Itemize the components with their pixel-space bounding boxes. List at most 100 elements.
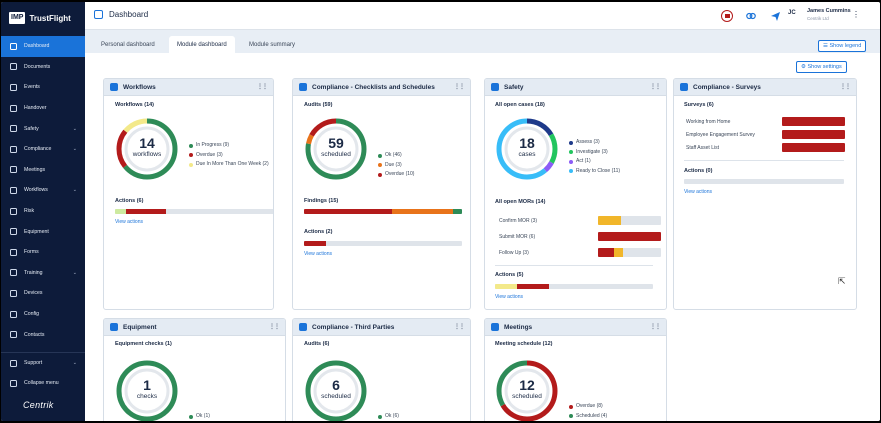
workflows-actions-bar[interactable] [115,209,273,214]
show-settings-button[interactable]: ⚙ Show settings [796,61,847,73]
safety-actions-title: Actions (5) [495,272,524,278]
surveys-actions-title: Actions (0) [684,168,713,174]
safety-actions-bar[interactable] [495,284,653,289]
sidebar-item-label: Config [24,311,39,318]
workflows-donut-label: 14 workflows [115,136,179,159]
safety-card-title: Safety [504,83,524,91]
survey-bar[interactable] [782,130,845,139]
workflows-card-title: Workflows [123,83,156,91]
more-menu-icon[interactable]: ⋮ [852,10,860,19]
avatar[interactable]: JC [788,10,796,16]
sidebar-item-compliance[interactable]: Compliance ⌄ [1,139,85,160]
meetings-card-title: Meetings [504,323,533,331]
sidebar-item-training[interactable]: Training ⌄ [1,263,85,284]
meetings-icon [10,166,17,174]
sidebar-item-label: Forms [24,249,39,256]
sidebar-item-events[interactable]: Events [1,77,85,98]
donut-number: 6 [332,377,340,393]
documents-icon [10,63,17,71]
meetings-donut-chart[interactable] [495,359,559,421]
equipment-legend: Ok (1) [189,412,273,421]
view-actions-link[interactable]: View actions [115,219,143,225]
view-actions-link[interactable]: View actions [495,294,523,300]
sidebar-item-label: Safety [24,125,39,132]
drag-handle-icon[interactable]: ⋮⋮ [269,324,280,330]
legend-label: Overdue (10) [385,171,415,177]
view-actions-link[interactable]: View actions [304,251,332,257]
surveys-section-title: Surveys (6) [684,102,714,108]
third-parties-section-title: Audits (6) [304,341,330,347]
user-name[interactable]: James Cummins [807,8,851,14]
survey-bar[interactable] [782,117,845,126]
third-parties-card: Compliance - Third Parties ⋮⋮ Audits (6) … [292,318,471,421]
app-logo[interactable]: IMP TrustFlight [9,11,71,25]
drag-handle-icon[interactable]: ⋮⋮ [257,84,268,90]
bar-segment [392,209,453,214]
section-divider [495,265,653,266]
sidebar-item-dashboard[interactable]: Dashboard [1,36,85,57]
bar-segment [598,232,661,241]
sidebar-item-meetings[interactable]: Meetings [1,160,85,181]
legend-dot-icon [569,150,573,154]
sidebar-item-collapse-menu[interactable]: Collapse menu [1,373,85,393]
sidebar-item-support[interactable]: Support ⌄ [1,353,85,373]
sidebar-item-documents[interactable]: Documents [1,57,85,78]
drag-handle-icon[interactable]: ⋮⋮ [454,324,465,330]
findings-bar[interactable] [304,209,462,214]
legend-item: Ok (6) [378,412,462,421]
sidebar-item-label: Training [24,269,43,276]
equipment-donut-chart[interactable] [115,359,179,421]
workflows-donut-chart[interactable] [115,117,179,181]
meetings-card: Meetings ⋮⋮ Meeting schedule (12) 12 sched… [484,318,667,421]
sidebar-item-config[interactable]: Config [1,304,85,325]
mor-followup-bar[interactable] [598,248,661,257]
legend-dot-icon [378,172,382,177]
sidebar-item-devices[interactable]: Devices [1,283,85,304]
dashboard-icon [94,10,103,19]
flag-icon[interactable] [721,10,733,22]
drag-handle-icon[interactable]: ⋮⋮ [840,84,851,90]
sidebar-item-risk[interactable]: Risk [1,201,85,222]
user-role: Centrik Ltd [807,16,829,21]
sidebar-item-contacts[interactable]: Contacts [1,324,85,345]
donut-number: 1 [143,377,151,393]
legend-label: Due (3) [385,161,402,168]
legend-dot-icon [569,414,573,418]
checklist-icon [299,83,307,91]
safety-section-title: All open cases (18) [495,102,545,108]
donut-subtitle: scheduled [321,151,351,158]
tab-personal-dashboard[interactable]: Personal dashboard [101,41,155,48]
sidebar-item-workflows[interactable]: Workflows ⌄ [1,180,85,201]
sidebar-item-label: Equipment [24,228,49,235]
checklists-actions-bar[interactable] [304,241,462,246]
mor-row-label: Submit MOR (6) [499,234,536,240]
tab-module-summary[interactable]: Module summary [249,41,296,48]
surveys-actions-bar[interactable] [684,179,844,184]
survey-bar[interactable] [782,143,845,152]
mor-submit-bar[interactable] [598,232,661,241]
mor-confirm-bar[interactable] [598,216,661,225]
sidebar-item-equipment[interactable]: Equipment [1,221,85,242]
send-icon[interactable] [769,10,781,22]
sidebar-item-handover[interactable]: Handover [1,98,85,119]
compliance-icon [10,145,17,153]
donut-subtitle: scheduled [321,393,351,400]
drag-handle-icon[interactable]: ⋮⋮ [650,324,661,330]
checklists-donut-chart[interactable] [304,117,368,181]
tab-module-dashboard[interactable]: Module dashboard [169,36,235,53]
section-divider [684,160,844,161]
sidebar-item-forms[interactable]: Forms [1,242,85,263]
sidebar: IMP TrustFlight Dashboard Documents Events… [1,2,85,421]
show-legend-button[interactable]: ☰ Show legend [818,40,867,52]
legend-item: Act (1) [569,157,665,167]
link-icon[interactable] [745,10,757,22]
sidebar-bottom: Support ⌄ Collapse menu [1,352,85,393]
drag-handle-icon[interactable]: ⋮⋮ [650,84,661,90]
safety-donut-chart[interactable] [495,117,559,181]
sidebar-item-safety[interactable]: Safety ⌄ [1,118,85,139]
drag-handle-icon[interactable]: ⋮⋮ [454,84,465,90]
legend-dot-icon [378,414,382,419]
legend-item: Overdue (8) [569,402,665,412]
third-parties-donut-chart[interactable] [304,359,368,421]
view-actions-link[interactable]: View actions [684,189,712,195]
